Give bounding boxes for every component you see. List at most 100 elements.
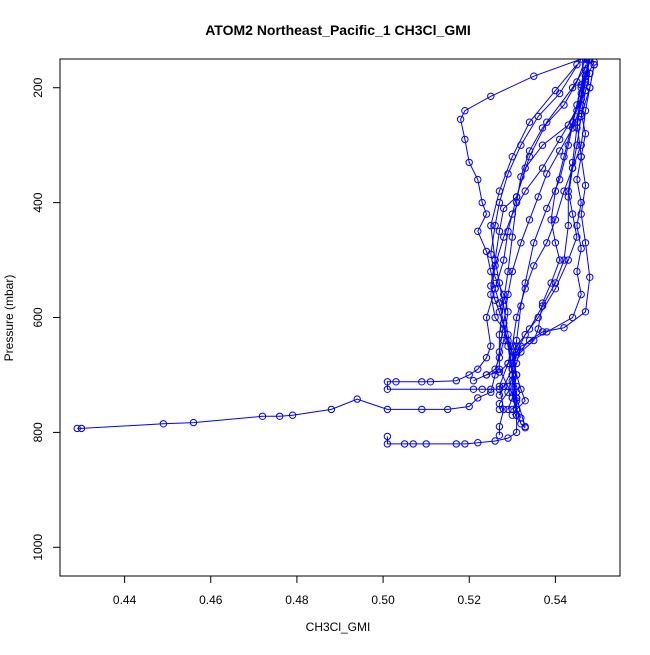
data-point — [581, 308, 590, 316]
data-point — [461, 440, 469, 448]
data-point — [517, 141, 525, 149]
data-point — [500, 296, 508, 304]
data-point — [400, 440, 409, 448]
data-point — [495, 431, 504, 439]
data-point — [517, 385, 525, 393]
data-point — [474, 365, 482, 373]
data-point — [508, 359, 516, 368]
data-point — [465, 402, 473, 411]
data-point — [573, 78, 581, 86]
data-point — [530, 262, 538, 270]
data-point — [525, 216, 534, 224]
data-point — [556, 175, 564, 184]
x-tick-label: 0.54 — [544, 593, 568, 607]
data-point — [543, 239, 551, 247]
data-point — [482, 210, 491, 218]
data-point — [560, 153, 568, 161]
data-point — [474, 175, 482, 184]
x-tick-label: 0.52 — [458, 593, 482, 607]
data-point — [512, 336, 521, 345]
data-point — [491, 273, 499, 281]
plot-area — [73, 59, 598, 448]
series-line — [386, 64, 578, 445]
series-line — [473, 59, 591, 382]
data-point — [586, 273, 594, 281]
series-line — [511, 59, 591, 419]
data-point — [577, 244, 585, 253]
data-point — [327, 405, 336, 414]
data-point — [568, 313, 577, 322]
profile-series — [383, 59, 594, 393]
data-point — [556, 147, 564, 155]
data-point — [512, 348, 521, 356]
data-point — [551, 285, 560, 293]
data-point — [543, 170, 551, 178]
data-point — [418, 405, 426, 414]
data-point — [521, 279, 529, 287]
x-tick-label: 0.50 — [371, 593, 395, 607]
data-point — [564, 187, 572, 195]
data-point — [581, 181, 590, 190]
data-point — [517, 302, 525, 310]
data-point — [517, 239, 525, 247]
data-point — [564, 141, 572, 149]
data-point — [383, 405, 392, 414]
data-point — [469, 385, 478, 393]
data-point — [586, 59, 594, 63]
data-point — [487, 92, 495, 101]
data-point — [534, 313, 542, 322]
data-point — [495, 227, 504, 236]
data-point — [504, 170, 512, 178]
data-point — [577, 59, 585, 63]
data-point — [543, 118, 551, 126]
data-point — [478, 198, 486, 207]
data-point — [573, 175, 581, 184]
data-point — [491, 365, 499, 373]
profile-series — [456, 59, 585, 419]
data-point — [452, 377, 460, 385]
data-point — [508, 233, 516, 241]
data-point — [556, 89, 564, 98]
data-point — [573, 60, 581, 69]
data-point — [577, 112, 585, 121]
data-point — [573, 124, 581, 132]
data-point — [577, 198, 585, 207]
data-point — [495, 400, 504, 408]
data-point — [504, 434, 512, 442]
data-point — [495, 354, 504, 362]
data-point — [581, 72, 590, 80]
data-point — [383, 378, 392, 386]
data-point — [504, 308, 512, 316]
data-point — [538, 302, 547, 310]
data-point — [590, 60, 598, 69]
y-axis-label: Pressure (mbar) — [2, 275, 16, 362]
data-point — [517, 173, 525, 181]
data-point — [452, 440, 460, 448]
data-point — [383, 440, 392, 448]
data-point — [508, 388, 516, 396]
data-point — [482, 354, 491, 362]
data-point — [383, 432, 392, 441]
data-point — [577, 153, 585, 161]
data-point — [577, 141, 585, 149]
data-point — [573, 221, 581, 230]
data-point — [543, 204, 551, 213]
data-point — [556, 135, 564, 144]
data-point — [577, 95, 585, 103]
data-point — [469, 377, 478, 385]
data-point — [487, 221, 495, 230]
y-axis: 200 400 600 800 1000 — [31, 77, 60, 561]
data-point — [530, 239, 538, 247]
data-point — [556, 256, 564, 264]
data-point — [77, 424, 86, 433]
data-point — [474, 227, 482, 236]
data-point — [495, 365, 504, 373]
y-tick-label: 1000 — [31, 534, 45, 561]
data-point — [487, 290, 495, 299]
data-point — [551, 216, 560, 224]
data-point — [521, 187, 529, 195]
data-point — [568, 118, 577, 126]
data-point — [521, 422, 529, 431]
